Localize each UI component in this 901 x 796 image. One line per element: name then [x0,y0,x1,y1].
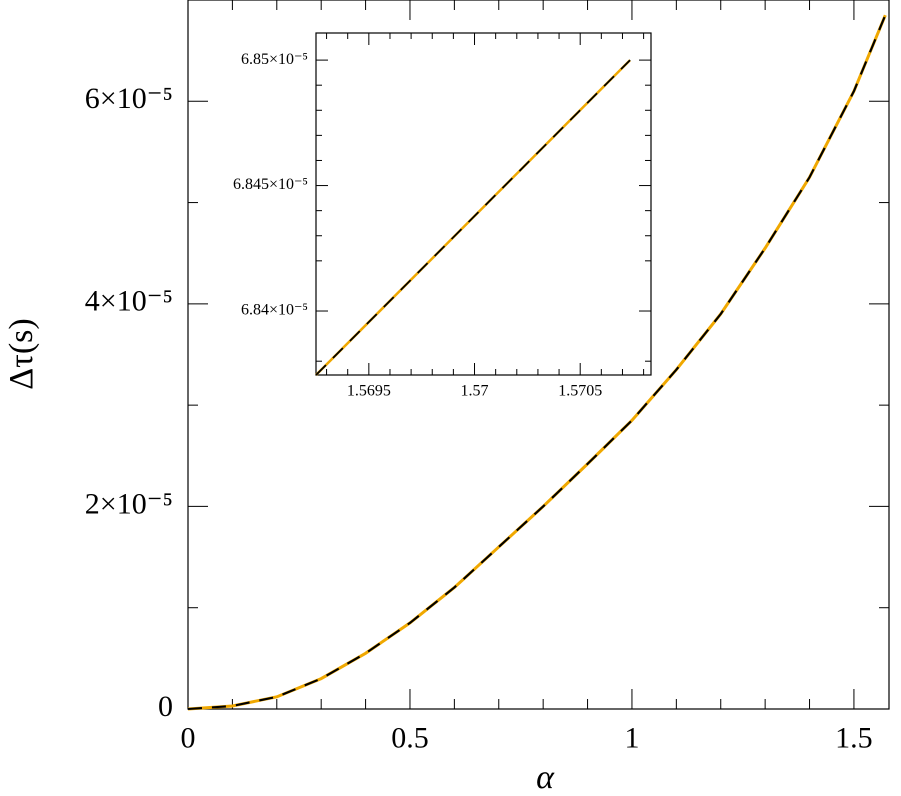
series-line [315,59,631,376]
x-tick-label: 0.5 [391,721,429,754]
x-axis-label: α [536,759,555,796]
x-tick-label: 1.5695 [347,382,391,399]
y-axis-label: Δτ(s) [3,318,40,389]
x-tick-label: 1 [624,721,639,754]
y-tick-label: 6×10⁻⁵ [85,82,173,115]
y-tick-label: 6.84×10⁻⁵ [241,302,308,319]
y-tick-label: 2×10⁻⁵ [85,487,173,520]
y-tick-label: 6.845×10⁻⁵ [233,176,308,193]
x-tick-label: 1.57 [461,382,489,399]
x-tick-label: 1.5705 [558,382,602,399]
x-tick-label: 1.5 [835,721,873,754]
x-tick-label: 0 [181,721,196,754]
series-line [187,14,887,711]
y-tick-label: 0 [158,690,173,723]
y-tick-label: 6.85×10⁻⁵ [241,51,308,68]
y-tick-label: 4×10⁻⁵ [85,285,173,318]
